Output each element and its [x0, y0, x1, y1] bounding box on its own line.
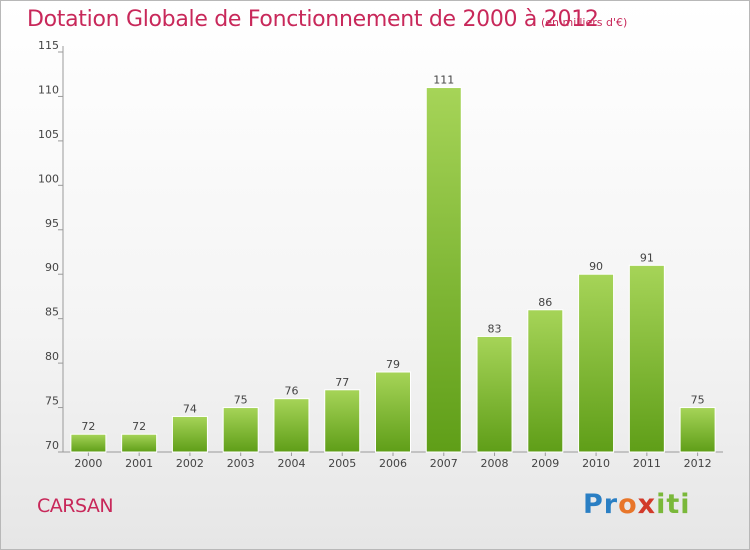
bar-value-label: 91: [640, 251, 654, 264]
bar-2004: [273, 398, 310, 453]
y-tick-label: 85: [45, 306, 59, 319]
bar-value-label: 72: [132, 420, 146, 433]
y-tick-label: 100: [38, 172, 59, 185]
x-tick-label: 2002: [176, 457, 204, 470]
x-tick-label: 2007: [430, 457, 458, 470]
bar-value-label: 75: [234, 394, 248, 407]
bar-value-label: 90: [589, 260, 603, 273]
chart-bars: [70, 87, 716, 453]
bar-value-label: 111: [433, 74, 454, 87]
chart-subtitle: (en milliers d'€): [541, 16, 628, 29]
bar-2009: [527, 309, 564, 453]
y-tick-label: 80: [45, 350, 59, 363]
bar-2008: [476, 335, 513, 453]
bar-2001: [121, 433, 158, 453]
bar-2012: [679, 407, 716, 453]
bar-value-label: 74: [183, 402, 197, 415]
bar-value-label: 76: [284, 385, 298, 398]
bar-2011: [628, 264, 665, 453]
y-tick-label: 75: [45, 395, 59, 408]
x-tick-label: 2009: [531, 457, 559, 470]
x-tick-label: 2010: [582, 457, 610, 470]
chart-labels: 72 2000 72 2001 74 2002 75 2003 76 2004 77 2005 79 20…: [74, 74, 711, 470]
bar-2010: [578, 273, 615, 453]
x-tick-label: 2001: [125, 457, 153, 470]
bar-value-label: 77: [335, 376, 349, 389]
chart-title: Dotation Globale de Fonctionnement de 20…: [27, 7, 599, 32]
proxiti-logo[interactable]: Proxiti: [583, 489, 691, 520]
x-tick-label: 2003: [227, 457, 255, 470]
x-tick-label: 2006: [379, 457, 407, 470]
bar-2003: [222, 407, 259, 453]
y-tick-label: 70: [45, 439, 59, 452]
y-tick-label: 95: [45, 217, 59, 230]
chart-axes: 70 75 80 85 90 95 100 105 110 115: [38, 39, 723, 456]
bar-2002: [171, 415, 208, 453]
x-tick-label: 2012: [684, 457, 712, 470]
x-tick-label: 2008: [481, 457, 509, 470]
bar-2000: [70, 433, 107, 453]
x-tick-label: 2004: [277, 457, 305, 470]
y-tick-label: 115: [38, 39, 59, 52]
y-tick-label: 110: [38, 83, 59, 96]
y-tick-label: 105: [38, 128, 59, 141]
x-tick-label: 2011: [633, 457, 661, 470]
bar-2005: [324, 389, 361, 453]
x-tick-label: 2000: [74, 457, 102, 470]
bar-value-label: 79: [386, 358, 400, 371]
y-tick-label: 90: [45, 261, 59, 274]
bar-2007: [425, 87, 462, 453]
x-tick-label: 2005: [328, 457, 356, 470]
bar-value-label: 72: [81, 420, 95, 433]
bar-2006: [375, 371, 411, 453]
bar-value-label: 83: [488, 322, 502, 335]
bar-value-label: 75: [691, 394, 705, 407]
bar-value-label: 86: [538, 296, 552, 309]
commune-name: CARSAN: [37, 495, 114, 517]
